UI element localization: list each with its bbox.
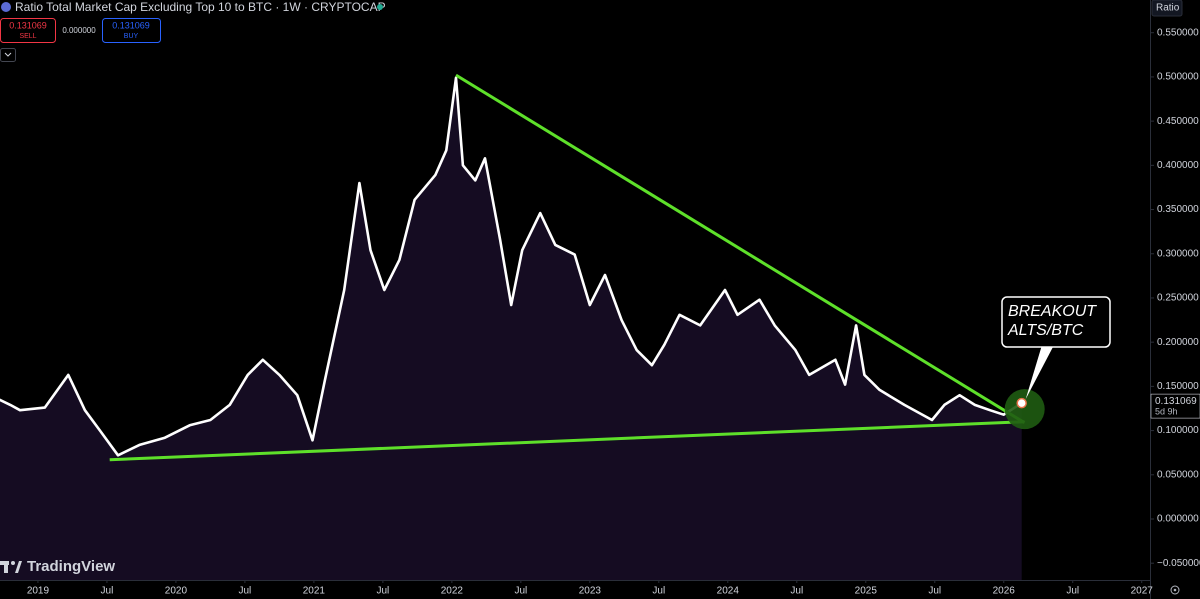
y-tick-label: 0.100000 xyxy=(1157,425,1199,436)
plot-area: BREAKOUT ALTS/BTC xyxy=(0,73,1111,580)
y-tick-label: 0.300000 xyxy=(1157,248,1199,259)
x-tick-label: 2022 xyxy=(441,586,464,597)
countdown: 5d 9h xyxy=(1155,406,1178,416)
spread: 0.000000 xyxy=(62,26,96,35)
trend-line xyxy=(109,420,1025,462)
annotation-text: ALTS/BTC xyxy=(1007,322,1084,339)
scale-label-box[interactable] xyxy=(1151,0,1183,17)
collapse-button[interactable] xyxy=(0,48,16,62)
last-price-box xyxy=(1150,393,1200,419)
x-tick-label: Jul xyxy=(652,586,665,597)
buy-price: 0.131069 xyxy=(112,20,150,30)
x-tick-label: Jul xyxy=(514,586,527,597)
sell-label: SELL xyxy=(19,33,36,40)
x-tick-label: Jul xyxy=(790,586,803,597)
x-tick-label: 2024 xyxy=(717,586,740,597)
y-tick-label: 0.150000 xyxy=(1157,381,1199,392)
y-tick-label: 0.500000 xyxy=(1157,72,1199,83)
y-tick-label: 0.000000 xyxy=(1157,514,1199,525)
y-tick-label: 0.550000 xyxy=(1157,27,1199,38)
x-tick-label: 2023 xyxy=(579,586,602,597)
annotation-text: BREAKOUT xyxy=(1008,303,1097,320)
x-tick-label: 2027 xyxy=(1131,586,1154,597)
watermark-logo xyxy=(0,561,22,573)
annotation-box xyxy=(1001,296,1111,348)
y-tick-label: 0.050000 xyxy=(1157,469,1199,480)
x-tick-label: 2025 xyxy=(855,586,878,597)
last-point xyxy=(1016,397,1027,409)
y-tick-label: 0.450000 xyxy=(1157,116,1199,127)
y-tick-label: −0.050000 xyxy=(1157,558,1200,569)
y-tick-label: 0.350000 xyxy=(1157,204,1199,215)
trend-line xyxy=(455,73,1026,424)
series-line xyxy=(0,76,1023,457)
sell-price: 0.131069 xyxy=(9,20,47,30)
breakout-highlight xyxy=(1004,389,1045,430)
last-price-label: 0.131069 xyxy=(1155,396,1197,407)
y-tick-label: 0.400000 xyxy=(1157,160,1199,171)
watermark: TradingView xyxy=(27,558,115,575)
chart-title: Ratio Total Market Cap Excluding Top 10 … xyxy=(15,0,386,14)
price-scale: Ratio 0.550000 0.500000 0.450000 0.400000 0.… xyxy=(1150,0,1200,599)
annotation-pointer xyxy=(1025,345,1054,400)
settings-icon[interactable] xyxy=(1170,585,1180,595)
x-tick-label: 2020 xyxy=(165,586,188,597)
x-tick-label: Jul xyxy=(239,586,252,597)
price-scale-bg xyxy=(1150,0,1200,599)
y-tick-label: 0.200000 xyxy=(1157,337,1199,348)
scale-label: Ratio xyxy=(1156,3,1180,14)
y-tick-label: 0.250000 xyxy=(1157,293,1199,304)
status-dot xyxy=(377,4,383,10)
buy-label: BUY xyxy=(124,33,139,40)
collapse-icon xyxy=(4,52,12,57)
x-tick-label: Jul xyxy=(1066,586,1079,597)
x-tick-label: 2026 xyxy=(993,586,1016,597)
buy-button[interactable] xyxy=(102,18,161,43)
x-tick-label: Jul xyxy=(101,586,114,597)
symbol-icon xyxy=(1,2,11,12)
x-tick-label: Jul xyxy=(928,586,941,597)
sell-button[interactable] xyxy=(0,18,56,43)
x-tick-label: 2021 xyxy=(303,586,326,597)
x-tick-label: Jul xyxy=(376,586,389,597)
x-tick-label: 2019 xyxy=(27,586,50,597)
